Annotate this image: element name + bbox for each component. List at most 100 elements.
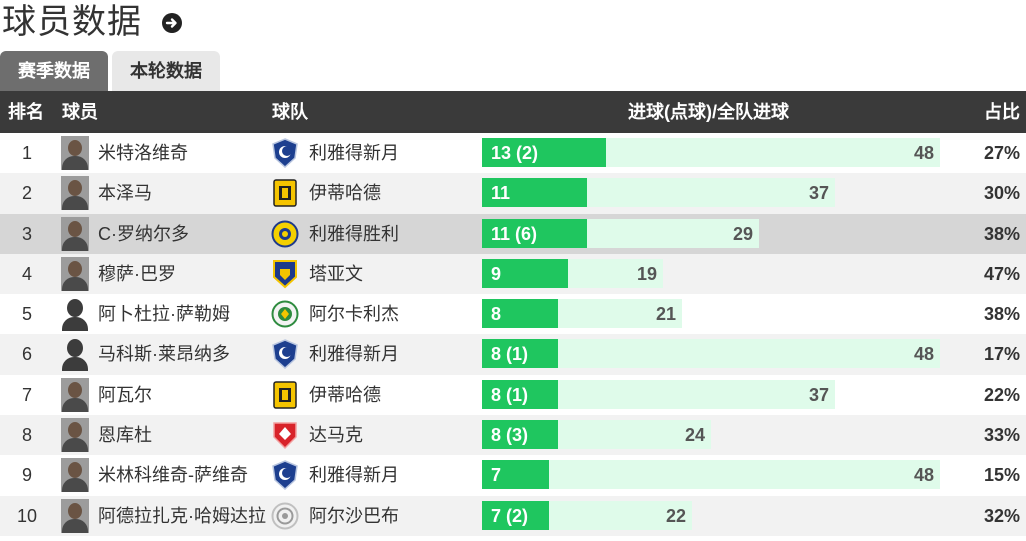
player-goals-bar xyxy=(482,299,558,329)
team-goals-label: 22 xyxy=(665,505,686,526)
player-goals-label: 7 xyxy=(491,465,502,486)
rank-number: 4 xyxy=(21,263,32,284)
header-rank[interactable]: 排名 xyxy=(8,102,44,122)
player-goals-label: 9 xyxy=(491,263,502,284)
team-name[interactable]: 阿尔沙巴布 xyxy=(309,505,399,526)
al-nassr-crest-icon xyxy=(271,219,299,249)
player-goals-bar xyxy=(482,460,549,490)
table-row[interactable]: 3 C·罗纳尔多 利雅得胜利 11 (6) 29 38% xyxy=(0,213,1026,254)
team-name[interactable]: 达马克 xyxy=(309,425,363,446)
team-name[interactable]: 伊蒂哈德 xyxy=(309,183,381,204)
player-goals-bar xyxy=(482,218,587,248)
team-goals-label: 29 xyxy=(732,223,753,244)
goal-share-percentage: 38% xyxy=(983,304,1020,325)
al-shabab-crest-icon xyxy=(271,501,299,531)
table-row[interactable]: 7 阿瓦尔 伊蒂哈德 8 (1) 37 22% xyxy=(0,374,1026,416)
player-name[interactable]: 本泽马 xyxy=(98,183,152,204)
rank-number: 8 xyxy=(21,425,32,446)
table-row[interactable]: 9 米林科维奇-萨维奇 利雅得新月 7 48 15% xyxy=(0,455,1026,496)
table-row[interactable]: 8 恩库杜 达马克 8 (3) 24 33% xyxy=(0,415,1026,456)
player-avatar-icon xyxy=(61,136,89,170)
table-row[interactable]: 6 马科斯·莱昂纳多 利雅得新月 8 (1) 48 17% xyxy=(0,334,1026,375)
table-row[interactable]: 2 本泽马 伊蒂哈德 11 37 30% xyxy=(0,173,1026,214)
damac-crest-icon xyxy=(271,420,299,450)
player-goals-label: 8 (1) xyxy=(491,344,529,365)
page-title: 球员数据 xyxy=(2,3,142,41)
player-goals-bar xyxy=(482,420,558,450)
player-name[interactable]: 米林科维奇-萨维奇 xyxy=(98,465,248,486)
player-name[interactable]: 米特洛维奇 xyxy=(98,143,188,163)
tab-bar: 赛季数据 本轮数据 xyxy=(0,51,224,91)
goal-share-percentage: 15% xyxy=(983,465,1020,486)
goal-share-percentage: 32% xyxy=(983,505,1020,526)
al-taawoun-crest-icon xyxy=(271,259,299,289)
team-name[interactable]: 塔亚文 xyxy=(309,263,363,284)
table-row[interactable]: 1 米特洛维奇 利雅得新月 13 (2) 48 27% xyxy=(0,133,1026,174)
arrow-right-circle-icon[interactable] xyxy=(162,13,182,33)
player-name[interactable]: 马科斯·莱昂纳多 xyxy=(98,344,230,365)
player-avatar-icon xyxy=(61,498,89,533)
goal-share-percentage: 38% xyxy=(983,223,1020,244)
player-goals-label: 8 xyxy=(491,304,502,325)
rank-number: 6 xyxy=(21,344,32,365)
rank-number: 9 xyxy=(21,465,32,486)
player-avatar-icon xyxy=(61,256,89,291)
goal-share-percentage: 47% xyxy=(983,263,1020,284)
rank-number: 10 xyxy=(16,505,38,526)
goal-share-percentage: 27% xyxy=(983,143,1020,163)
al-hilal-crest-icon xyxy=(271,138,299,169)
player-name[interactable]: 阿德拉扎克·哈姆达拉 xyxy=(98,505,266,526)
goal-share-percentage: 17% xyxy=(983,344,1020,365)
player-name[interactable]: 恩库杜 xyxy=(98,425,152,446)
team-name[interactable]: 利雅得新月 xyxy=(309,344,399,365)
player-name[interactable]: 穆萨·巴罗 xyxy=(98,263,176,284)
goal-share-percentage: 30% xyxy=(983,183,1020,204)
player-avatar-icon xyxy=(61,418,89,453)
player-avatar-icon xyxy=(61,216,89,251)
tab-season-stats[interactable]: 赛季数据 xyxy=(0,51,108,91)
header-percentage[interactable]: 占比 xyxy=(984,102,1020,122)
player-avatar-icon xyxy=(61,176,89,211)
player-name[interactable]: 阿瓦尔 xyxy=(98,384,152,405)
al-khaleej-crest-icon xyxy=(271,299,299,329)
table-row[interactable]: 5 阿卜杜拉·萨勒姆 阿尔卡利杰 8 21 38% xyxy=(0,294,1026,335)
player-name[interactable]: C·罗纳尔多 xyxy=(98,223,189,244)
player-goals-label: 11 xyxy=(491,183,511,204)
al-hilal-crest-icon xyxy=(271,339,299,370)
team-goals-label: 48 xyxy=(913,143,934,163)
player-avatar-icon xyxy=(61,458,89,493)
rank-number: 3 xyxy=(21,223,32,244)
player-goals-bar xyxy=(482,178,587,208)
player-goals-bar xyxy=(482,379,558,409)
player-avatar-icon xyxy=(61,377,89,412)
table-row[interactable]: 10 阿德拉扎克·哈姆达拉 阿尔沙巴布 7 (2) 22 32% xyxy=(0,495,1026,536)
team-goals-label: 48 xyxy=(913,344,934,365)
team-name[interactable]: 利雅得胜利 xyxy=(309,223,399,244)
tab-round-stats[interactable]: 本轮数据 xyxy=(112,51,220,91)
team-goals-bar xyxy=(482,460,940,490)
team-goals-label: 19 xyxy=(636,263,657,284)
rank-number: 1 xyxy=(21,143,32,163)
player-avatar-icon xyxy=(61,297,89,332)
player-name[interactable]: 阿卜杜拉·萨勒姆 xyxy=(98,304,230,325)
header-player[interactable]: 球员 xyxy=(62,102,98,122)
table-row[interactable]: 4 穆萨·巴罗 塔亚文 9 19 47% xyxy=(0,253,1026,295)
goal-share-percentage: 22% xyxy=(983,384,1020,405)
team-goals-label: 48 xyxy=(913,465,934,486)
header-goals[interactable]: 进球(点球)/全队进球 xyxy=(628,102,789,122)
player-goals-bar xyxy=(482,138,606,167)
player-goals-label: 11 (6) xyxy=(491,223,538,244)
table-body: 1 米特洛维奇 利雅得新月 13 (2) 48 27% 2 本泽马 伊蒂哈德 11 37 30% 3 C·… xyxy=(0,133,1026,536)
player-goals-bar xyxy=(482,500,549,530)
al-ittihad-crest-icon xyxy=(271,178,299,208)
team-name[interactable]: 利雅得新月 xyxy=(309,465,399,486)
player-goals-bar xyxy=(482,339,558,369)
team-goals-label: 37 xyxy=(808,384,829,405)
team-name[interactable]: 利雅得新月 xyxy=(309,143,399,163)
rank-number: 7 xyxy=(21,384,32,405)
page-header: 球员数据 xyxy=(0,0,182,44)
team-name[interactable]: 伊蒂哈德 xyxy=(309,384,381,405)
header-team[interactable]: 球队 xyxy=(272,102,308,122)
player-goals-bar xyxy=(482,258,568,288)
team-name[interactable]: 阿尔卡利杰 xyxy=(309,304,399,325)
